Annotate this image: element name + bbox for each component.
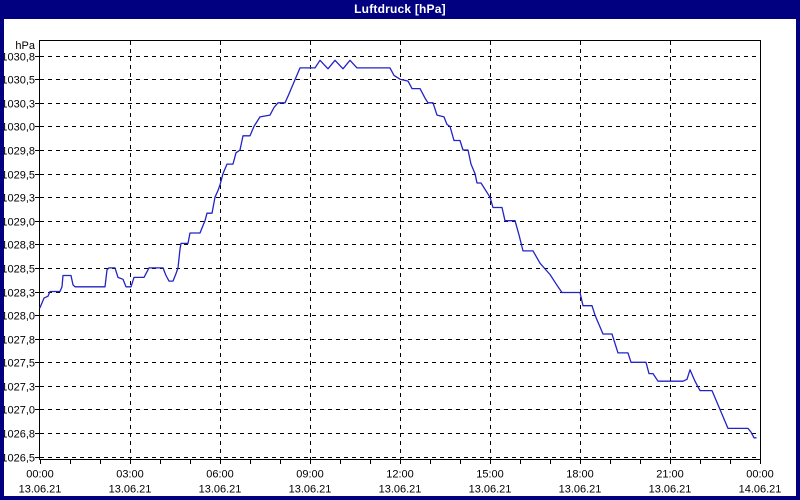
x-axis-time-label: 03:00: [116, 469, 144, 481]
x-axis-date-label: 13.06.21: [109, 484, 152, 496]
y-axis-tick-label: 1028,5: [1, 264, 35, 276]
y-axis-tick-label: 1028,8: [1, 240, 35, 252]
x-axis-time-label: 15:00: [476, 469, 504, 481]
y-axis-tick-label: 1029,5: [1, 170, 35, 182]
y-axis-tick-label: 1028,0: [1, 311, 35, 323]
x-axis-date-label: 14.06.21: [739, 484, 782, 496]
window-border-bottom: [0, 496, 800, 500]
x-axis-time-label: 18:00: [566, 469, 594, 481]
pressure-line: [39, 59, 757, 439]
y-axis-tick-label: 1027,3: [1, 382, 35, 394]
window-title: Luftdruck [hPa]: [354, 2, 446, 16]
window-border-right: [796, 19, 800, 500]
y-axis-tick-label: 1028,3: [1, 288, 35, 300]
x-axis-date-label: 13.06.21: [649, 484, 692, 496]
y-axis-tick-label: 1027,0: [1, 405, 35, 417]
y-axis-tick-label: 1029,0: [1, 217, 35, 229]
y-axis-unit-label: hPa: [15, 40, 35, 52]
y-axis-tick-label: 1027,8: [1, 335, 35, 347]
y-axis-tick-label: 1029,8: [1, 146, 35, 158]
x-axis-date-label: 13.06.21: [19, 484, 62, 496]
y-axis-tick-label: 1030,5: [1, 75, 35, 87]
y-axis-tick-label: 1030,8: [1, 52, 35, 64]
x-axis-date-label: 13.06.21: [199, 484, 242, 496]
y-axis-tick-label: 1030,0: [1, 122, 35, 134]
x-axis-date-label: 13.06.21: [379, 484, 422, 496]
window-titlebar: Luftdruck [hPa]: [0, 0, 800, 19]
x-axis-time-label: 21:00: [656, 469, 684, 481]
x-axis-time-label: 09:00: [296, 469, 324, 481]
x-axis-date-label: 13.06.21: [289, 484, 332, 496]
x-axis-time-label: 12:00: [386, 469, 414, 481]
x-axis-date-label: 13.06.21: [469, 484, 512, 496]
y-axis-tick-label: 1027,5: [1, 358, 35, 370]
y-axis-tick-label: 1029,3: [1, 193, 35, 205]
y-axis-tick-label: 1026,8: [1, 429, 35, 441]
y-axis-tick-label: 1030,3: [1, 99, 35, 111]
x-axis-date-label: 13.06.21: [559, 484, 602, 496]
y-axis-tick-label: 1026,5: [1, 453, 35, 465]
window-border-left: [0, 19, 4, 500]
x-axis-time-label: 00:00: [26, 469, 54, 481]
x-axis-time-label: 06:00: [206, 469, 234, 481]
x-axis-time-label: 00:00: [746, 469, 774, 481]
